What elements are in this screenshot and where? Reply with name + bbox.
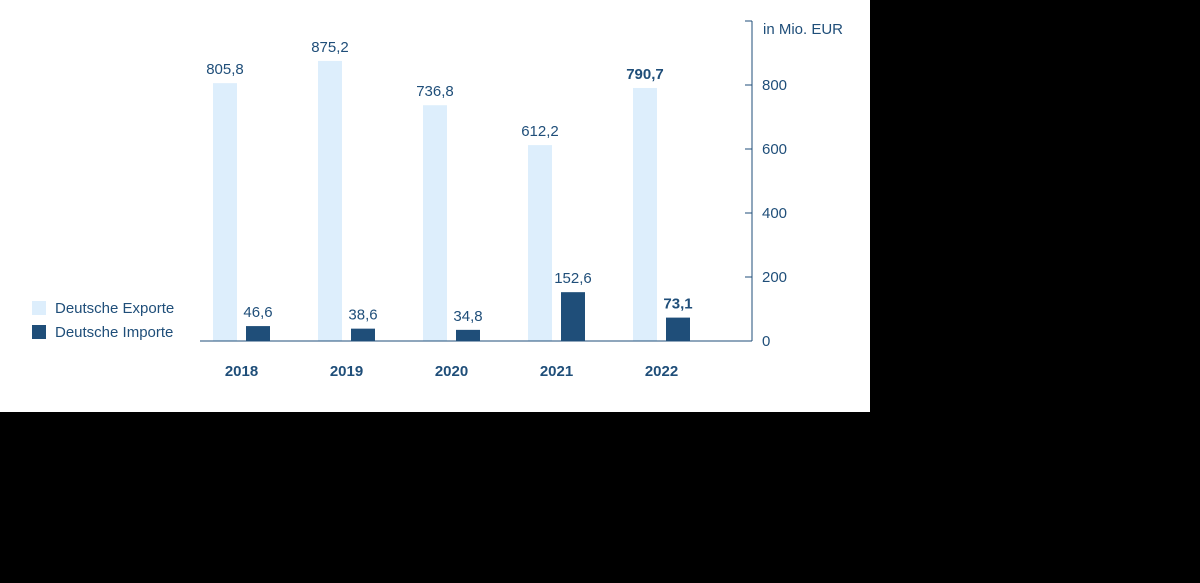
y-tick-label-600: 600 xyxy=(762,141,787,158)
legend-label-exporte: Deutsche Exporte xyxy=(55,300,174,317)
value-label-importe-2022: 73,1 xyxy=(663,296,692,313)
x-tick-labels-group: 2018 2019 2020 2021 2022 xyxy=(225,363,678,380)
value-label-exporte-2022: 790,7 xyxy=(626,66,664,83)
legend-label-importe: Deutsche Importe xyxy=(55,324,173,341)
value-label-importe-2019: 38,6 xyxy=(348,307,377,324)
bar-importe-2022 xyxy=(666,317,690,341)
value-label-importe-2021: 152,6 xyxy=(554,270,592,287)
y-tick-label-800: 800 xyxy=(762,77,787,94)
bars-group xyxy=(213,60,690,342)
bar-importe-2019 xyxy=(351,328,375,341)
legend-swatch-importe xyxy=(32,325,46,339)
bar-importe-2020 xyxy=(456,329,480,341)
value-label-exporte-2021: 612,2 xyxy=(521,123,559,140)
x-tick-label-2022: 2022 xyxy=(645,363,678,380)
legend: Deutsche Exporte Deutsche Importe xyxy=(32,300,174,341)
x-tick-label-2020: 2020 xyxy=(435,363,468,380)
value-label-exporte-2018: 805,8 xyxy=(206,61,244,78)
chart-panel: 805,8 46,6 875,2 38,6 736,8 34,8 612,2 152,6 790… xyxy=(0,0,870,412)
bar-importe-2021 xyxy=(561,292,585,341)
legend-swatch-exporte xyxy=(32,301,46,315)
bar-exporte-2018 xyxy=(213,83,237,342)
bar-labels-group: 805,8 46,6 875,2 38,6 736,8 34,8 612,2 152,6 790… xyxy=(206,39,692,325)
unit-label: in Mio. EUR xyxy=(763,21,843,38)
y-tick-label-400: 400 xyxy=(762,205,787,222)
value-label-exporte-2020: 736,8 xyxy=(416,83,454,100)
x-tick-label-2019: 2019 xyxy=(330,363,363,380)
value-label-exporte-2019: 875,2 xyxy=(311,39,349,56)
bar-exporte-2022 xyxy=(633,87,657,341)
x-tick-label-2018: 2018 xyxy=(225,363,258,380)
y-axis: 0 200 400 600 800 xyxy=(745,20,787,350)
bar-exporte-2021 xyxy=(528,145,552,341)
bar-exporte-2019 xyxy=(318,60,342,341)
value-label-importe-2018: 46,6 xyxy=(243,304,272,321)
value-label-importe-2020: 34,8 xyxy=(453,308,482,325)
y-tick-label-0: 0 xyxy=(762,333,770,350)
x-tick-label-2021: 2021 xyxy=(540,363,573,380)
y-tick-label-200: 200 xyxy=(762,269,787,286)
bar-exporte-2020 xyxy=(423,105,447,341)
bar-chart: 805,8 46,6 875,2 38,6 736,8 34,8 612,2 152,6 790… xyxy=(32,20,843,380)
bar-importe-2018 xyxy=(246,326,270,341)
